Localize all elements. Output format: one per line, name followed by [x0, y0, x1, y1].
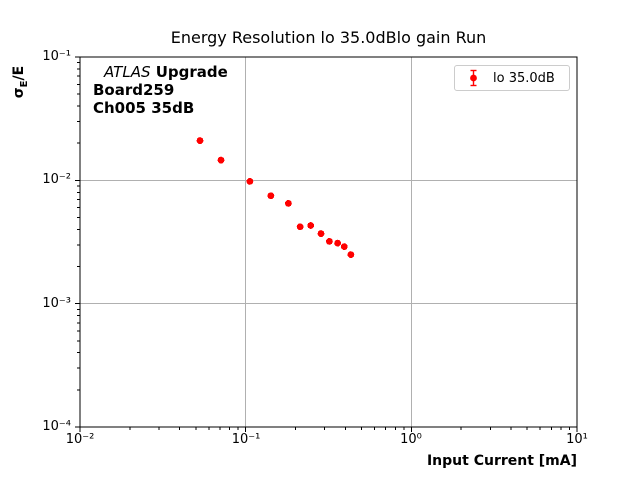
axes-frame	[79, 56, 578, 428]
annotation-line-3: Ch005 35dB	[93, 99, 195, 117]
y-tick-label: 10⁻³	[42, 296, 71, 311]
data-point	[267, 192, 275, 200]
x-tick-label: 10¹	[566, 432, 588, 447]
y-tick-label: 10⁻¹	[42, 49, 71, 64]
x-tick-label: 10⁻¹	[231, 432, 261, 447]
data-point	[246, 178, 254, 185]
y-tick-label: 10⁻⁴	[42, 419, 71, 434]
annotation-line-2: Board259	[93, 81, 175, 99]
data-point	[217, 156, 225, 164]
x-axis-label: Input Current [mA]	[426, 453, 577, 469]
ylabel-subscript: E	[18, 80, 30, 88]
x-tick-label: 10⁻²	[65, 432, 95, 447]
data-point	[347, 251, 355, 258]
y-axis-label: σE/E	[11, 59, 30, 105]
annotation-block: ATLAS Upgrade Board259 Ch005 35dB	[93, 63, 228, 117]
chart-title: Energy Resolution lo 35.0dBlo gain Run	[170, 28, 487, 47]
data-point	[340, 243, 348, 251]
data-point	[196, 137, 204, 145]
ylabel-sigma: σ	[11, 87, 27, 99]
data-point	[326, 238, 333, 245]
annotation-line1-bold: Upgrade	[155, 63, 228, 81]
data-point	[317, 230, 325, 238]
annotation-line-1: ATLAS Upgrade	[104, 63, 228, 81]
x-tick-label: 10⁰	[400, 432, 422, 447]
data-point	[307, 222, 315, 229]
data-point	[334, 239, 341, 247]
data-point	[296, 223, 304, 231]
y-tick-label: 10⁻²	[42, 172, 71, 187]
data-point	[285, 200, 292, 207]
legend-label: lo 35.0dB	[493, 70, 555, 86]
annotation-experiment: ATLAS	[104, 63, 151, 81]
ylabel-rest: /E	[11, 65, 27, 81]
legend-box: lo 35.0dB	[454, 65, 570, 91]
legend-errorbar-marker-icon	[470, 69, 477, 87]
